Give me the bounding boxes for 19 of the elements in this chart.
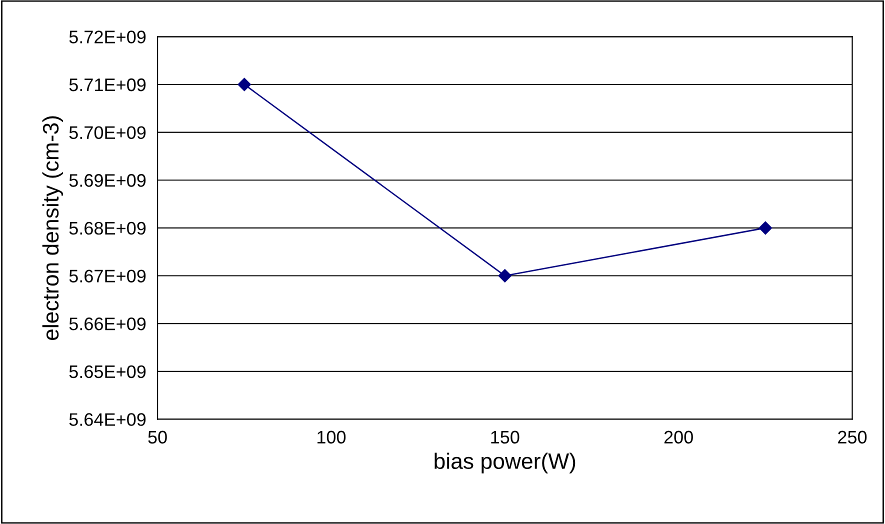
y-tick-label: 5.64E+09: [69, 413, 146, 426]
x-tick-label: 50: [148, 430, 167, 444]
x-tick-label: 150: [491, 430, 520, 444]
y-tick-label: 5.69E+09: [69, 174, 146, 187]
point: [238, 78, 251, 92]
x-tick-label: 200: [664, 430, 693, 444]
point: [498, 269, 512, 282]
y-tick-label: 5.65E+09: [69, 365, 146, 378]
x-tick-label: 100: [318, 430, 346, 444]
x-axis-title: bias power(W): [434, 452, 576, 474]
y-tick-label: 5.68E+09: [69, 222, 146, 235]
point: [758, 221, 772, 235]
y-tick-label: 5.67E+09: [69, 270, 146, 282]
y-tick-label: 5.72E+09: [69, 30, 146, 44]
y-axis-title: electron density (cm-3): [42, 116, 64, 340]
y-tick-label: 5.70E+09: [69, 126, 146, 140]
x-tick-label: 250: [838, 430, 867, 444]
y-tick-label: 5.66E+09: [69, 318, 146, 330]
y-tick-label: 5.71E+09: [69, 78, 146, 92]
